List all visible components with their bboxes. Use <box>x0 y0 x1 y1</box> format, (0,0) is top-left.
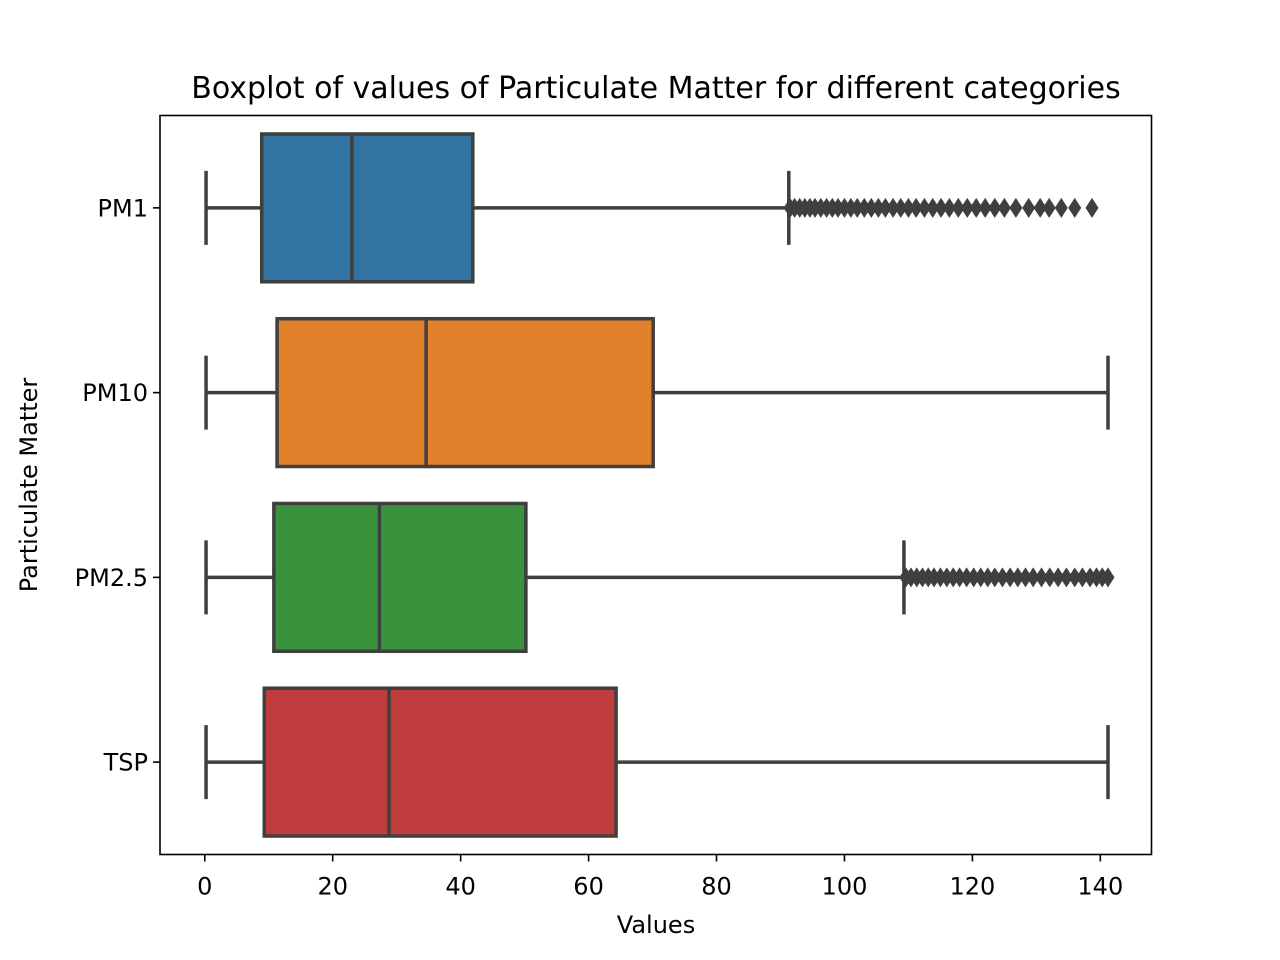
outlier-point <box>1033 197 1047 218</box>
outlier-point <box>864 197 878 218</box>
outlier-point <box>1068 197 1082 218</box>
outlier-point <box>1068 567 1082 588</box>
y-tick-label: TSP <box>103 749 148 777</box>
outlier-point <box>1075 567 1089 588</box>
y-tick-label: PM1 <box>98 194 148 222</box>
outlier-point <box>1054 197 1068 218</box>
outlier-point <box>951 197 965 218</box>
outlier-point <box>886 197 900 218</box>
outlier-point <box>901 197 915 218</box>
outlier-point <box>934 197 948 218</box>
outlier-point <box>997 197 1011 218</box>
x-axis: 0 20 40 60 80 100 120 140 <box>197 854 1123 901</box>
outlier-point <box>981 567 995 588</box>
x-tick-label: 40 <box>445 873 476 901</box>
outlier-point <box>857 197 871 218</box>
outlier-point <box>878 197 892 218</box>
plot-frame <box>159 114 1153 856</box>
outlier-point <box>967 567 981 588</box>
outlier-point <box>953 567 967 588</box>
outlier-point <box>1101 567 1115 588</box>
box-pm2-5 <box>204 501 1115 654</box>
plot-area <box>204 132 1115 838</box>
outlier-point <box>978 197 992 218</box>
outlier-point <box>1059 567 1073 588</box>
outlier-point <box>1009 197 1023 218</box>
outlier-point <box>850 197 864 218</box>
outlier-point <box>1011 567 1025 588</box>
iqr-box <box>272 501 528 654</box>
outlier-point <box>1043 567 1057 588</box>
outlier-point <box>917 197 931 218</box>
outlier-point <box>909 197 923 218</box>
x-tick-label: 140 <box>1077 873 1123 901</box>
outlier-point <box>942 197 956 218</box>
iqr-box <box>259 132 475 284</box>
outlier-point <box>988 197 1002 218</box>
box-tsp <box>204 686 1110 838</box>
box-pm10 <box>204 316 1110 469</box>
outlier-point <box>1085 197 1099 218</box>
outlier-point <box>926 197 940 218</box>
outlier-point <box>995 567 1009 588</box>
x-tick-label: 100 <box>822 873 868 901</box>
outlier-point <box>988 567 1002 588</box>
iqr-box <box>262 686 618 838</box>
iqr-box <box>275 316 655 469</box>
outlier-point <box>1051 567 1065 588</box>
outlier-point <box>1042 197 1056 218</box>
y-axis: PM1 PM10 PM2.5 TSP <box>75 194 160 777</box>
x-tick-label: 20 <box>317 873 348 901</box>
outlier-point <box>1034 567 1048 588</box>
outlier-point <box>1018 567 1032 588</box>
outlier-point <box>960 567 974 588</box>
x-tick-label: 60 <box>573 873 604 901</box>
outlier-point <box>960 197 974 218</box>
outlier-point <box>969 197 983 218</box>
x-tick-label: 120 <box>949 873 995 901</box>
outlier-point <box>1026 567 1040 588</box>
x-tick-label: 0 <box>197 873 212 901</box>
outlier-point <box>974 567 988 588</box>
outlier-point <box>871 197 885 218</box>
chart-title: Boxplot of values of Particulate Matter … <box>191 71 1120 106</box>
y-tick-label: PM2.5 <box>75 564 148 592</box>
y-tick-label: PM10 <box>82 379 148 407</box>
box-pm1 <box>204 132 1099 284</box>
outlier-point <box>1022 197 1036 218</box>
x-axis-label: Values <box>617 911 695 939</box>
x-tick-label: 80 <box>701 873 732 901</box>
outlier-point <box>894 197 908 218</box>
outlier-point <box>1003 567 1017 588</box>
y-axis-label: Particulate Matter <box>15 378 43 593</box>
